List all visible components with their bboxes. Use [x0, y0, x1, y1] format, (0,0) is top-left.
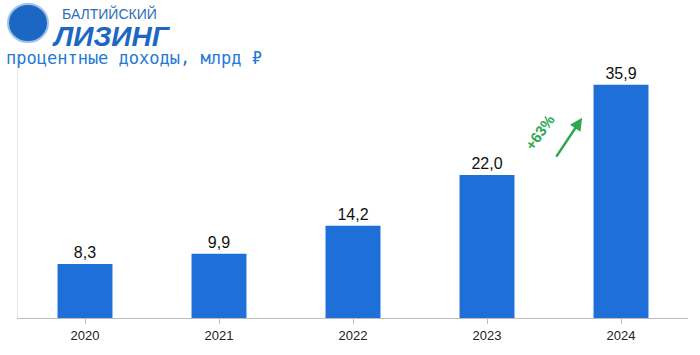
svg-text:2023: 2023 [473, 328, 502, 343]
svg-text:2024: 2024 [607, 328, 636, 343]
svg-text:9,9: 9,9 [208, 234, 230, 251]
svg-text:14,2: 14,2 [337, 206, 368, 223]
svg-text:22,0: 22,0 [471, 155, 502, 172]
svg-text:процентные доходы, млрд ₽: процентные доходы, млрд ₽ [6, 48, 262, 68]
svg-text:БАЛТИЙСКИЙ: БАЛТИЙСКИЙ [62, 5, 157, 22]
svg-text:2021: 2021 [205, 328, 234, 343]
svg-text:ЛИЗИНГ: ЛИЗИНГ [52, 21, 171, 52]
svg-text:2020: 2020 [71, 328, 100, 343]
svg-text:35,9: 35,9 [605, 65, 636, 82]
svg-text:2022: 2022 [339, 328, 368, 343]
svg-text:+63%: +63% [522, 111, 558, 153]
svg-text:8,3: 8,3 [74, 244, 96, 261]
